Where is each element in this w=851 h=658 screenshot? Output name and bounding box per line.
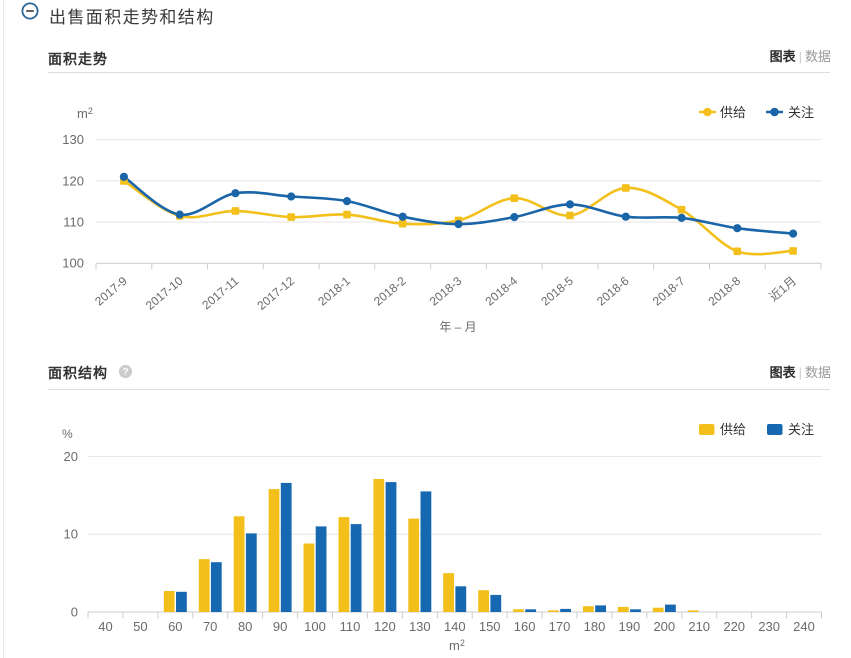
svg-text:150: 150	[479, 619, 501, 634]
svg-text:?: ?	[122, 367, 128, 378]
svg-text:2018-1: 2018-1	[315, 274, 353, 309]
svg-text:140: 140	[444, 619, 466, 634]
svg-text:190: 190	[619, 619, 641, 634]
svg-text:180: 180	[584, 619, 606, 634]
svg-text:2017-12: 2017-12	[254, 274, 297, 313]
svg-text:230: 230	[758, 619, 780, 634]
svg-text:2018-6: 2018-6	[594, 274, 632, 309]
svg-text:2018-2: 2018-2	[371, 274, 409, 309]
svg-text:近1月: 近1月	[767, 274, 800, 304]
svg-text:10: 10	[64, 527, 78, 542]
svg-text:220: 220	[723, 619, 745, 634]
svg-text:130: 130	[409, 619, 431, 634]
svg-text:2018-4: 2018-4	[483, 274, 521, 309]
svg-text:160: 160	[514, 619, 536, 634]
svg-text:关注: 关注	[788, 422, 814, 437]
svg-text:80: 80	[238, 619, 252, 634]
svg-text:120: 120	[62, 173, 84, 188]
svg-text:50: 50	[133, 619, 147, 634]
svg-text:130: 130	[62, 132, 84, 147]
svg-text:170: 170	[549, 619, 571, 634]
svg-text:关注: 关注	[788, 105, 814, 120]
svg-text:2018-3: 2018-3	[427, 274, 465, 309]
svg-text:20: 20	[64, 449, 78, 464]
svg-text:m2: m2	[77, 106, 93, 121]
svg-text:供给: 供给	[720, 422, 746, 437]
svg-text:70: 70	[203, 619, 217, 634]
svg-text:210: 210	[688, 619, 710, 634]
svg-text:2017-10: 2017-10	[143, 274, 186, 313]
svg-text:%: %	[62, 427, 73, 441]
svg-text:100: 100	[304, 619, 326, 634]
svg-text:40: 40	[98, 619, 112, 634]
svg-text:年 – 月: 年 – 月	[439, 320, 476, 334]
svg-text:0: 0	[71, 605, 78, 620]
svg-text:120: 120	[374, 619, 396, 634]
svg-text:2018-5: 2018-5	[538, 274, 576, 309]
svg-text:100: 100	[62, 256, 84, 271]
svg-text:2018-8: 2018-8	[706, 274, 744, 309]
svg-text:200: 200	[653, 619, 675, 634]
svg-text:2017-11: 2017-11	[199, 274, 241, 313]
svg-text:110: 110	[63, 215, 84, 230]
svg-text:110: 110	[340, 619, 361, 634]
svg-text:240: 240	[793, 619, 815, 634]
svg-text:60: 60	[168, 619, 182, 634]
svg-text:m2: m2	[449, 638, 465, 653]
svg-text:2018-7: 2018-7	[650, 274, 688, 309]
svg-text:2017-9: 2017-9	[92, 274, 130, 309]
svg-text:90: 90	[273, 619, 287, 634]
svg-text:供给: 供给	[720, 105, 746, 120]
